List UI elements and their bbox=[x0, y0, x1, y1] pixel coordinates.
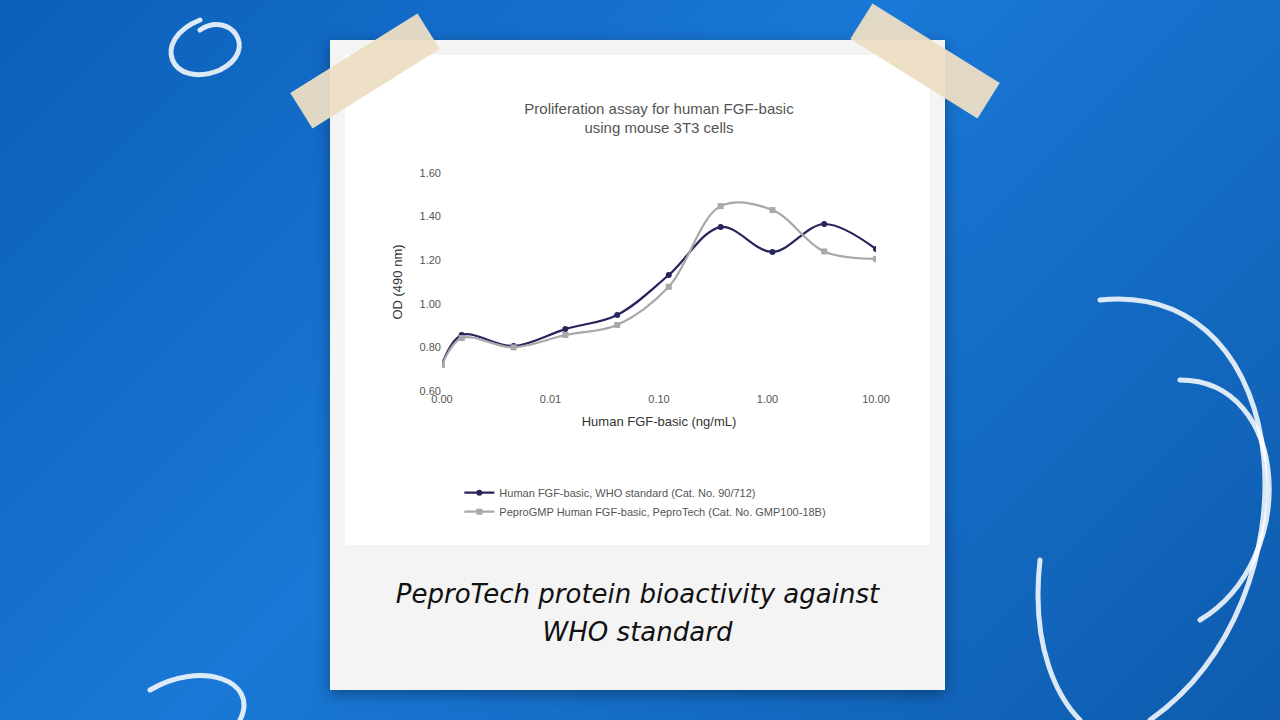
svg-text:1.20: 1.20 bbox=[420, 254, 441, 266]
svg-text:1.00: 1.00 bbox=[420, 298, 441, 310]
svg-text:0.10: 0.10 bbox=[648, 393, 669, 405]
svg-text:1.00: 1.00 bbox=[757, 393, 778, 405]
svg-text:0.60: 0.60 bbox=[420, 385, 441, 397]
svg-text:Proliferation assay for human: Proliferation assay for human FGF-basicu… bbox=[524, 100, 794, 137]
svg-text:1.40: 1.40 bbox=[420, 210, 441, 222]
svg-text:1.60: 1.60 bbox=[420, 167, 441, 179]
html-text:PeproTech protein bioactivity: PeproTech protein bioactivity against WH… bbox=[395, 579, 880, 647]
svg-text:Human FGF-basic, WHO standard: Human FGF-basic, WHO standard (Cat. No. … bbox=[499, 487, 755, 499]
svg-text:0.80: 0.80 bbox=[420, 341, 441, 353]
svg-text:PeproGMP Human FGF-basic, Pepr: PeproGMP Human FGF-basic, PeproTech (Cat… bbox=[499, 506, 825, 518]
svg-text:10.00: 10.00 bbox=[862, 393, 890, 405]
svg-text:OD (490 nm): OD (490 nm) bbox=[390, 244, 405, 319]
svg-text:0.01: 0.01 bbox=[540, 393, 561, 405]
svg-text:0.00: 0.00 bbox=[431, 393, 452, 405]
svg-text:Human FGF-basic (ng/mL): Human FGF-basic (ng/mL) bbox=[582, 414, 737, 429]
